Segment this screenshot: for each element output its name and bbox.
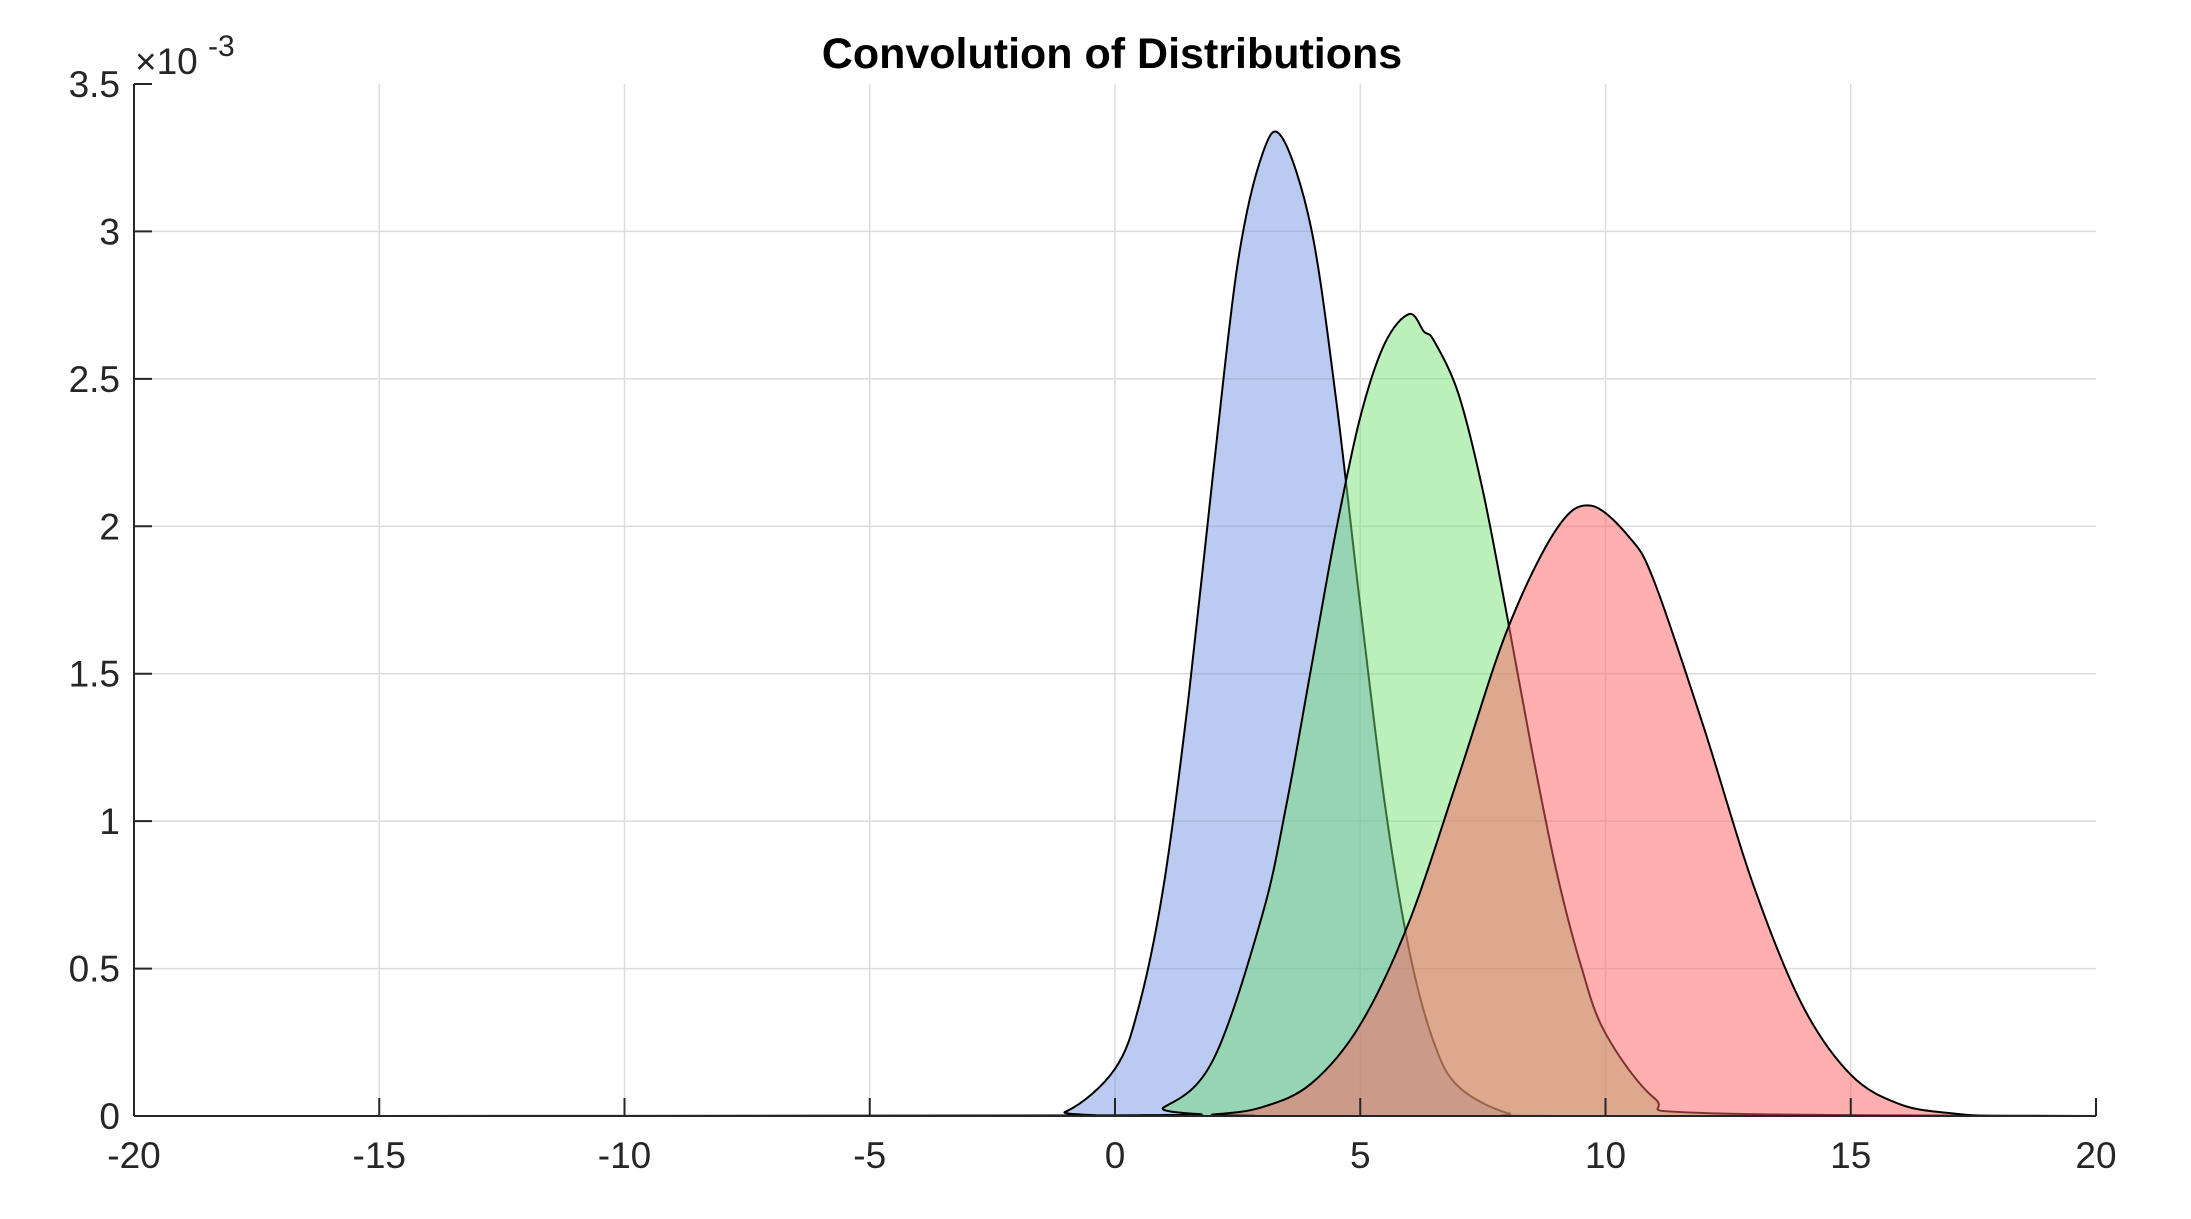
series-area-3 — [134, 505, 2096, 1117]
y-axis-exponent-label: ×10 -3 — [135, 30, 235, 82]
grid-lines — [134, 84, 2096, 1116]
y-tick-label: 0 — [99, 1096, 120, 1137]
x-tick-label: -10 — [598, 1135, 651, 1176]
y-tick-label: 1 — [99, 801, 120, 842]
y-tick-label: 0.5 — [69, 949, 120, 990]
y-tick-label: 2.5 — [69, 359, 120, 400]
y-tick-label: 3 — [99, 211, 120, 252]
x-tick-label: 5 — [1350, 1135, 1371, 1176]
y-tick-label: 2 — [99, 506, 120, 547]
chart-title: Convolution of Distributions — [822, 30, 1402, 78]
y-axis-exponent-base: ×10 — [135, 41, 198, 82]
x-tick-label: -20 — [107, 1135, 160, 1176]
y-tick-label: 1.5 — [69, 654, 120, 695]
y-axis-exponent-power: -3 — [208, 30, 235, 63]
axes — [133, 83, 2097, 1117]
x-tick-label: 0 — [1105, 1135, 1126, 1176]
x-tick-label: 15 — [1830, 1135, 1871, 1176]
x-tick-label: -15 — [353, 1135, 406, 1176]
tick-labels: -20 -15 -10 -5 0 5 10 15 20 0 0.5 1 1.5 2 2.5 3 3.5 — [69, 64, 2117, 1176]
x-tick-label: 10 — [1585, 1135, 1626, 1176]
plot-area — [133, 130, 2097, 1118]
x-tick-label: -5 — [853, 1135, 886, 1176]
x-tick-label: 20 — [2075, 1135, 2116, 1176]
y-tick-label: 3.5 — [69, 64, 120, 105]
